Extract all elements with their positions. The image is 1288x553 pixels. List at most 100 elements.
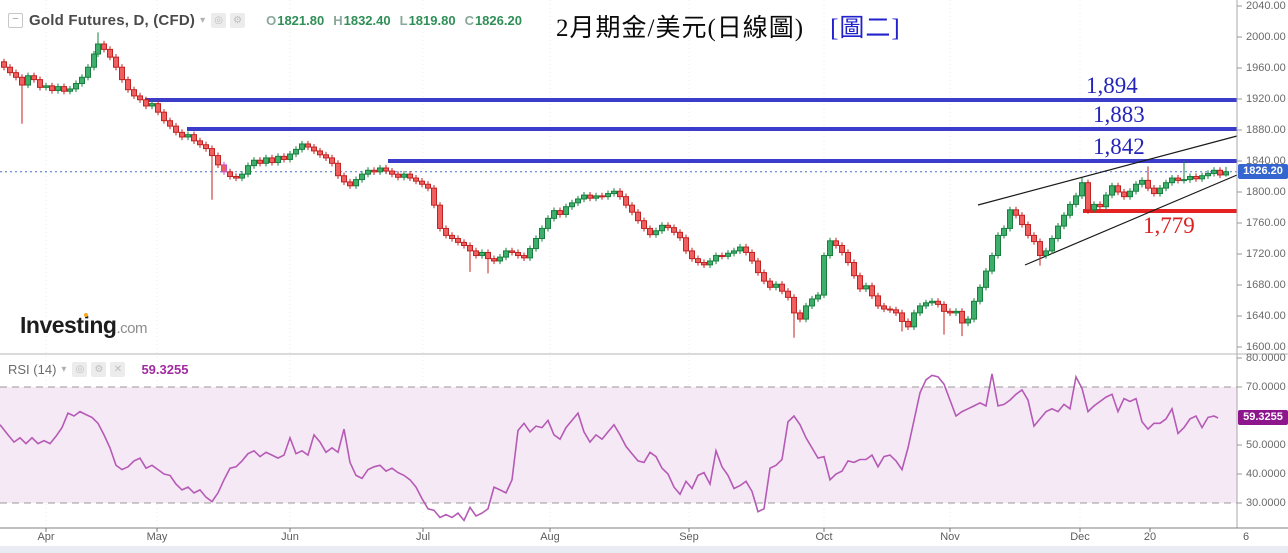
trendline-1[interactable] bbox=[977, 135, 1238, 206]
candle[interactable] bbox=[371, 169, 377, 173]
candle[interactable] bbox=[1181, 179, 1187, 182]
candle[interactable] bbox=[1199, 175, 1205, 180]
candle[interactable] bbox=[443, 227, 449, 236]
candle[interactable] bbox=[25, 75, 31, 86]
rsi-line[interactable] bbox=[0, 373, 1219, 522]
candle[interactable] bbox=[881, 305, 887, 310]
candle[interactable] bbox=[43, 85, 49, 88]
candle[interactable] bbox=[473, 250, 479, 257]
chevron-down-icon[interactable]: ▾ bbox=[61, 363, 67, 375]
candle[interactable] bbox=[623, 196, 629, 206]
chevron-down-icon[interactable]: ▾ bbox=[200, 14, 206, 26]
candle[interactable] bbox=[281, 155, 287, 160]
candle[interactable] bbox=[743, 246, 749, 253]
candle[interactable] bbox=[497, 256, 503, 262]
candle[interactable] bbox=[155, 103, 161, 113]
candle[interactable] bbox=[1097, 203, 1103, 208]
candle[interactable] bbox=[791, 296, 797, 314]
candle[interactable] bbox=[359, 173, 365, 181]
candle[interactable] bbox=[953, 310, 959, 314]
candle[interactable] bbox=[1049, 238, 1055, 252]
gear-icon[interactable]: ⚙ bbox=[230, 12, 246, 28]
candle[interactable] bbox=[365, 169, 371, 175]
candle[interactable] bbox=[533, 238, 539, 250]
candle[interactable] bbox=[257, 159, 263, 164]
candle[interactable] bbox=[959, 310, 965, 324]
candle[interactable] bbox=[1169, 177, 1175, 184]
candle[interactable] bbox=[935, 300, 941, 305]
candle[interactable] bbox=[839, 244, 845, 253]
candle[interactable] bbox=[85, 66, 91, 78]
candle[interactable] bbox=[209, 148, 215, 157]
candle[interactable] bbox=[575, 198, 581, 204]
candle[interactable] bbox=[503, 250, 509, 258]
candle[interactable] bbox=[761, 272, 767, 282]
candle[interactable] bbox=[617, 190, 623, 198]
candle[interactable] bbox=[611, 190, 617, 195]
candle[interactable] bbox=[995, 234, 1001, 257]
candle[interactable] bbox=[353, 179, 359, 187]
candle[interactable] bbox=[551, 210, 557, 219]
candle[interactable] bbox=[1073, 195, 1079, 205]
candle[interactable] bbox=[641, 220, 647, 229]
candle[interactable] bbox=[773, 283, 779, 288]
candle[interactable] bbox=[431, 187, 437, 206]
candle[interactable] bbox=[485, 251, 491, 260]
candle[interactable] bbox=[1127, 190, 1133, 198]
candle[interactable] bbox=[449, 234, 455, 239]
candle[interactable] bbox=[37, 79, 43, 88]
candle[interactable] bbox=[1205, 172, 1211, 177]
candle[interactable] bbox=[947, 310, 953, 314]
candle[interactable] bbox=[509, 250, 515, 253]
candle[interactable] bbox=[73, 83, 79, 90]
candle[interactable] bbox=[527, 248, 533, 259]
candle[interactable] bbox=[95, 43, 101, 55]
candle[interactable] bbox=[677, 231, 683, 239]
candle[interactable] bbox=[467, 244, 473, 252]
candle[interactable] bbox=[665, 224, 671, 229]
candle[interactable] bbox=[731, 250, 737, 254]
candle[interactable] bbox=[79, 76, 85, 85]
candle[interactable] bbox=[413, 177, 419, 182]
candle[interactable] bbox=[275, 155, 281, 164]
candle[interactable] bbox=[347, 181, 353, 187]
candle[interactable] bbox=[233, 176, 239, 179]
candle[interactable] bbox=[19, 76, 25, 86]
candle[interactable] bbox=[1139, 179, 1145, 185]
candle[interactable] bbox=[929, 300, 935, 304]
visibility-icon[interactable]: ◎ bbox=[72, 361, 88, 377]
candle[interactable] bbox=[593, 195, 599, 199]
candle[interactable] bbox=[869, 285, 875, 297]
candle[interactable] bbox=[221, 164, 227, 173]
candle[interactable] bbox=[13, 72, 19, 78]
candle[interactable] bbox=[1007, 209, 1013, 229]
candle[interactable] bbox=[299, 143, 305, 150]
candle[interactable] bbox=[1157, 187, 1163, 195]
candle[interactable] bbox=[797, 312, 803, 320]
collapse-icon[interactable]: − bbox=[8, 12, 23, 28]
candle[interactable] bbox=[419, 180, 425, 185]
candle[interactable] bbox=[311, 146, 317, 152]
candle[interactable] bbox=[461, 241, 467, 246]
candle[interactable] bbox=[455, 238, 461, 243]
candle[interactable] bbox=[1103, 194, 1109, 208]
candle[interactable] bbox=[1067, 203, 1073, 216]
candle[interactable] bbox=[875, 295, 881, 307]
candle[interactable] bbox=[779, 283, 785, 292]
candle[interactable] bbox=[61, 86, 67, 92]
candle[interactable] bbox=[317, 150, 323, 156]
candle[interactable] bbox=[1133, 183, 1139, 192]
candle[interactable] bbox=[1145, 179, 1151, 189]
candle[interactable] bbox=[1217, 169, 1223, 176]
candle[interactable] bbox=[437, 204, 443, 229]
candle[interactable] bbox=[287, 153, 293, 160]
candle[interactable] bbox=[137, 95, 143, 101]
candle[interactable] bbox=[1211, 169, 1217, 174]
close-icon[interactable]: ✕ bbox=[110, 361, 126, 377]
candle[interactable] bbox=[899, 312, 905, 322]
candle[interactable] bbox=[335, 162, 341, 177]
candle[interactable] bbox=[203, 144, 209, 150]
candle[interactable] bbox=[119, 66, 125, 81]
candle[interactable] bbox=[239, 173, 245, 179]
